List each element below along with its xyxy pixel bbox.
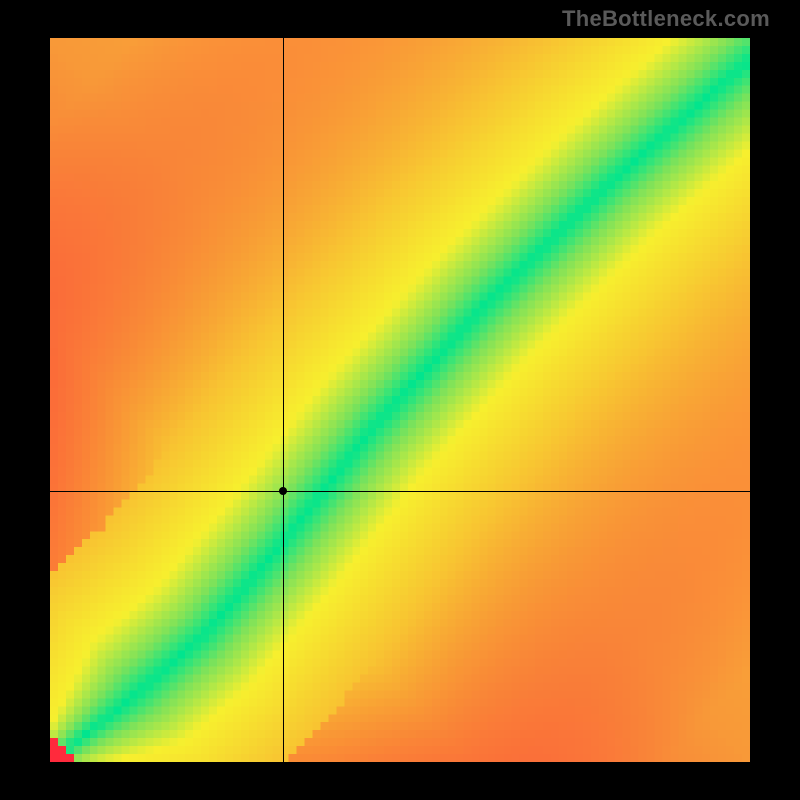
heatmap-canvas — [50, 38, 750, 762]
watermark-text: TheBottleneck.com — [562, 6, 770, 32]
heatmap-plot — [50, 38, 750, 762]
chart-container: TheBottleneck.com — [0, 0, 800, 800]
